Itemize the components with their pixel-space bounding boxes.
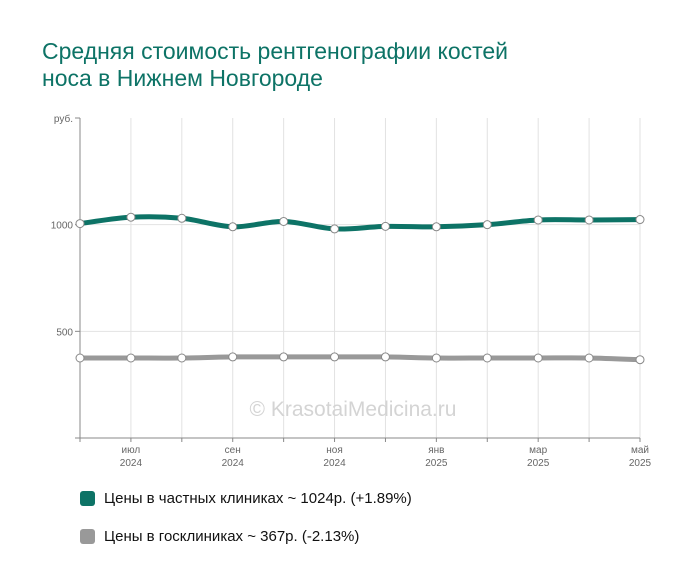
data-point-private — [75, 219, 85, 229]
chart-title-line-2: носа в Нижнем Новгороде — [42, 65, 323, 91]
data-point-private — [380, 221, 390, 231]
axes: руб. 500 1000 июл 2024 сен 2024 ноя 2024 янв 2025 м… — [51, 113, 652, 469]
watermark: © KrasotaiMedicina.ru — [250, 398, 457, 421]
data-point-public — [75, 353, 85, 363]
data-point-private — [330, 224, 340, 234]
data-point-public — [533, 353, 543, 363]
line-chart: © KrasotaiMedicina.ru руб. 500 1000 июл 2024… — [51, 113, 652, 469]
data-point-public — [635, 355, 645, 365]
data-point-private — [279, 216, 289, 226]
legend-swatch-public — [80, 529, 95, 544]
x-tick-label-month: ноя — [326, 445, 343, 456]
chart-title-line-1: Средняя стоимость рентгенографии костей — [42, 38, 509, 64]
x-tick-label-year: 2024 — [222, 458, 245, 469]
data-point-public — [584, 353, 594, 363]
series — [75, 212, 645, 365]
data-point-private — [533, 215, 543, 225]
data-point-private — [431, 222, 441, 232]
data-point-private — [228, 222, 238, 232]
x-tick-label-year: 2025 — [629, 458, 652, 469]
series-line-public — [77, 354, 643, 363]
x-tick-label-year: 2024 — [323, 458, 346, 469]
x-tick-label-month: июл — [122, 445, 141, 456]
y-tick-label: 500 — [56, 327, 73, 338]
data-point-private — [635, 215, 645, 225]
legend-swatch-private — [80, 491, 95, 506]
x-tick-label-month: сен — [225, 445, 241, 456]
data-point-public — [177, 353, 187, 363]
grid — [79, 118, 641, 438]
data-point-public — [228, 352, 238, 362]
x-tick-label-year: 2025 — [527, 458, 550, 469]
data-point-public — [126, 353, 136, 363]
y-tick-label: 1000 — [51, 221, 74, 232]
y-axis-unit-label: руб. — [54, 113, 73, 125]
data-point-public — [380, 352, 390, 362]
data-point-public — [482, 353, 492, 363]
x-tick-label-month: мар — [529, 445, 547, 456]
legend-label-private: Цены в частных клиниках ~ 1024р. (+1.89%… — [104, 490, 412, 507]
chart-title: Средняя стоимость рентгенографии костей … — [42, 38, 662, 92]
x-tick-label-year: 2025 — [425, 458, 448, 469]
data-point-public — [279, 352, 289, 362]
x-tick-label-month: янв — [428, 445, 444, 456]
series-line-private — [77, 214, 643, 232]
data-point-private — [584, 215, 594, 225]
data-point-private — [482, 220, 492, 230]
legend-label-public: Цены в госклиниках ~ 367р. (-2.13%) — [104, 528, 360, 545]
x-tick-label-year: 2024 — [120, 458, 143, 469]
x-tick-label-month: май — [631, 445, 649, 456]
data-point-public — [330, 352, 340, 362]
data-point-private — [177, 213, 187, 223]
data-point-public — [431, 353, 441, 363]
data-point-private — [126, 212, 136, 222]
